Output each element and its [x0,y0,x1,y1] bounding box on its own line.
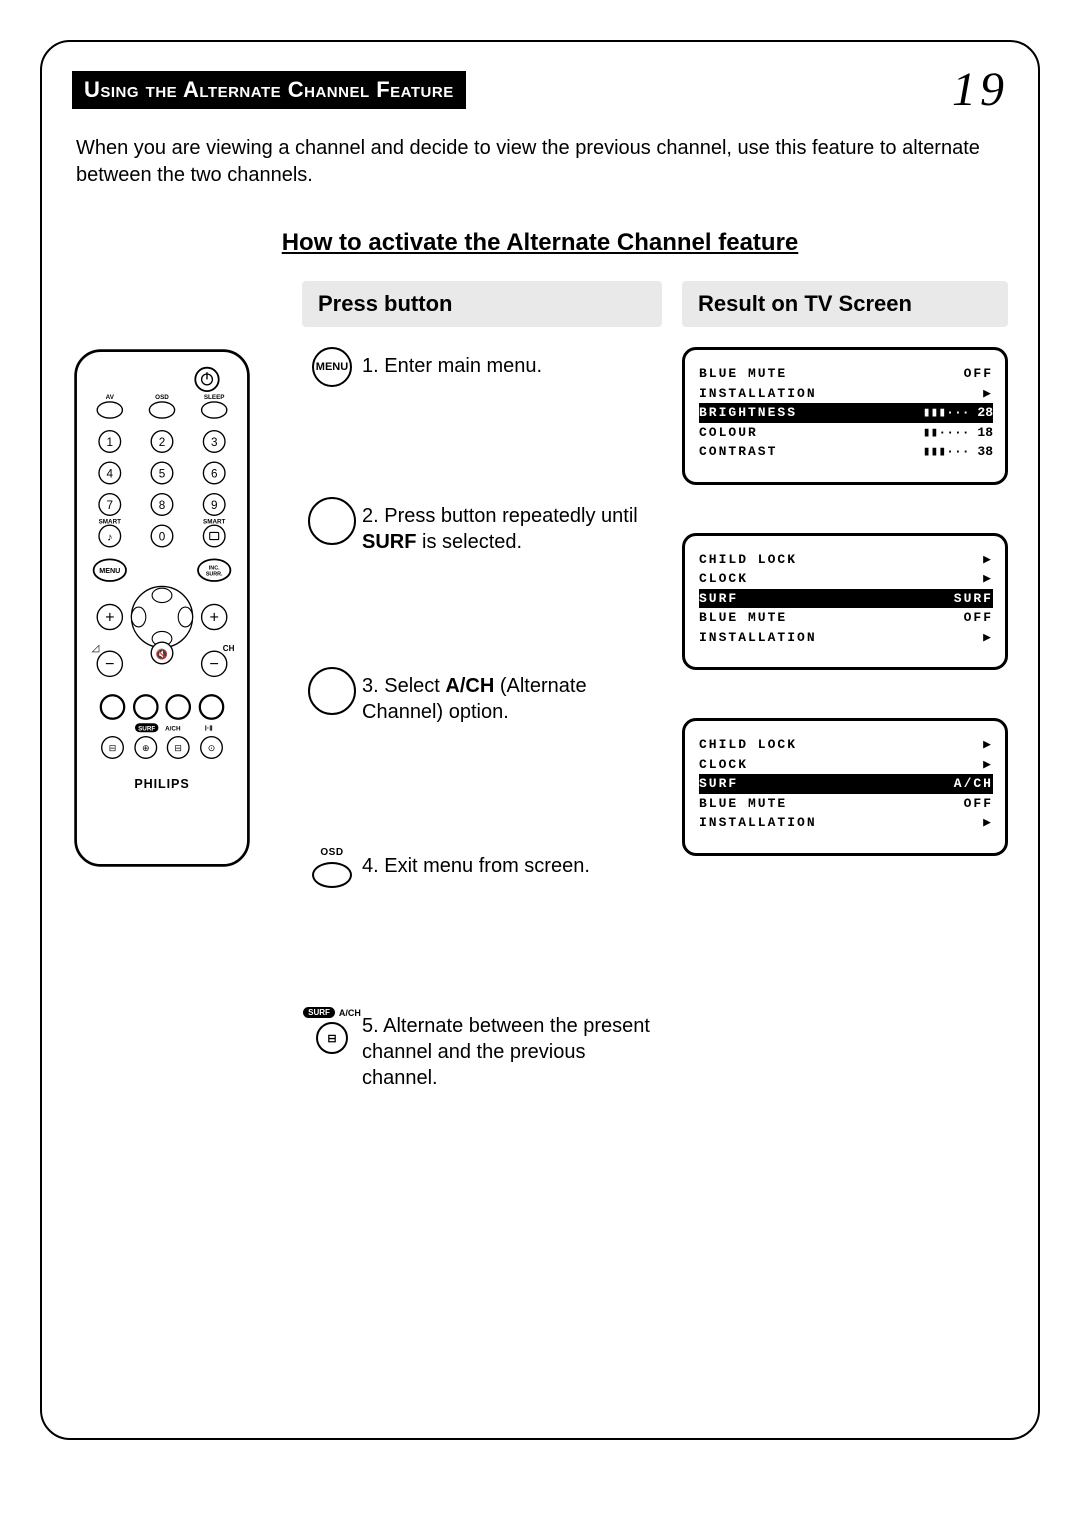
step-1: MENU 1. Enter main menu. [302,347,662,437]
svg-text:6: 6 [211,468,218,481]
step-5: SURF A/CH ⊟ 5. Alternate between the pre… [302,1007,662,1097]
menu-button-icon: MENU [302,347,362,387]
col-header-press: Press button [302,281,662,327]
svg-text:8: 8 [159,499,166,512]
svg-text:+: + [105,608,114,626]
svg-text:−: − [105,655,114,673]
svg-text:SMART: SMART [99,518,122,525]
step-2: 2. Press button repeatedly until SURF is… [302,497,662,587]
svg-text:+: + [209,608,218,626]
result-column: BLUE MUTEOFFINSTALLATION▶BRIGHTNESS▮▮▮··… [682,347,1008,904]
svg-text:A/CH: A/CH [165,725,181,732]
svg-text:4: 4 [107,468,114,481]
step-1-text: 1. Enter main menu. [362,347,542,379]
svg-text:0: 0 [159,531,166,544]
step-5-text: 5. Alternate between the present channel… [362,1007,662,1091]
tv-screen-2: CHILD LOCK▶CLOCK▶SURFSURFBLUE MUTEOFFINS… [682,533,1008,671]
svg-text:CH: CH [223,644,235,653]
step-4: OSD 4. Exit menu from screen. [302,847,662,937]
svg-text:⊕: ⊕ [142,743,150,753]
screen-line: CHILD LOCK▶ [699,735,993,755]
title-bar: Using the Alternate Channel Feature 19 [72,62,1008,117]
intro-text: When you are viewing a channel and decid… [76,135,1004,189]
section-title: Using the Alternate Channel Feature [72,71,466,109]
svg-text:INC.: INC. [209,565,220,571]
col-header-result: Result on TV Screen [682,281,1008,327]
svg-text:⊙: ⊙ [208,743,216,753]
screen-line: CLOCK▶ [699,755,993,775]
osd-button-icon: OSD [302,847,362,888]
svg-text:3: 3 [211,436,218,449]
remote-control-diagram: AV OSD SLEEP 1 2 3 4 5 6 7 8 9 S [72,347,252,869]
svg-text:1: 1 [107,436,114,449]
svg-text:SMART: SMART [203,518,226,525]
svg-text:⊟: ⊟ [174,743,182,753]
page-frame: Using the Alternate Channel Feature 19 W… [40,40,1040,1440]
svg-text:Ⅰ·Ⅱ: Ⅰ·Ⅱ [205,723,213,732]
screen-line: INSTALLATION▶ [699,813,993,833]
svg-text:SURR.: SURR. [206,572,223,578]
tv-screen-1: BLUE MUTEOFFINSTALLATION▶BRIGHTNESS▮▮▮··… [682,347,1008,485]
step-4-text: 4. Exit menu from screen. [362,847,590,879]
svg-text:♪: ♪ [107,532,112,544]
svg-text:−: − [209,655,218,673]
screen-line: COLOUR▮▮···· 18 [699,423,993,443]
svg-text:◿: ◿ [92,643,100,654]
svg-text:🔇: 🔇 [156,649,168,661]
screen-line: CONTRAST▮▮▮··· 38 [699,442,993,462]
svg-text:SLEEP: SLEEP [204,394,225,401]
steps-column: MENU 1. Enter main menu. 2. Press button… [302,347,662,1157]
surf-ach-button-icon: SURF A/CH ⊟ [302,1007,362,1054]
screen-line: SURFSURF [699,589,993,609]
content-row: AV OSD SLEEP 1 2 3 4 5 6 7 8 9 S [72,347,1008,1157]
screen-line: CHILD LOCK▶ [699,550,993,570]
step-3-text: 3. Select A/CH (Alternate Channel) optio… [362,667,662,725]
screen-line: INSTALLATION▶ [699,628,993,648]
svg-text:7: 7 [107,499,114,512]
svg-text:9: 9 [211,499,218,512]
screen-line: BLUE MUTEOFF [699,794,993,814]
remote-column: AV OSD SLEEP 1 2 3 4 5 6 7 8 9 S [72,347,302,874]
screen-line: CLOCK▶ [699,569,993,589]
screen-line: BRIGHTNESS▮▮▮··· 28 [699,403,993,423]
step-2-text: 2. Press button repeatedly until SURF is… [362,497,662,555]
page-number: 19 [952,62,1008,117]
svg-text:OSD: OSD [155,394,169,401]
svg-text:2: 2 [159,436,166,449]
svg-text:SURF: SURF [138,725,155,732]
svg-text:⊟: ⊟ [109,743,117,753]
nav-button-icon [302,667,362,715]
screen-line: INSTALLATION▶ [699,384,993,404]
column-headers: Press button Result on TV Screen [72,281,1008,327]
svg-text:MENU: MENU [99,566,120,575]
svg-text:PHILIPS: PHILIPS [134,777,189,791]
screen-line: BLUE MUTEOFF [699,364,993,384]
nav-button-icon [302,497,362,545]
step-3: 3. Select A/CH (Alternate Channel) optio… [302,667,662,757]
screen-line: SURFA/CH [699,774,993,794]
svg-text:5: 5 [159,468,166,481]
howto-title: How to activate the Alternate Channel fe… [72,229,1008,257]
svg-text:AV: AV [106,394,115,401]
tv-screen-3: CHILD LOCK▶CLOCK▶SURFA/CHBLUE MUTEOFFINS… [682,718,1008,856]
screen-line: BLUE MUTEOFF [699,608,993,628]
